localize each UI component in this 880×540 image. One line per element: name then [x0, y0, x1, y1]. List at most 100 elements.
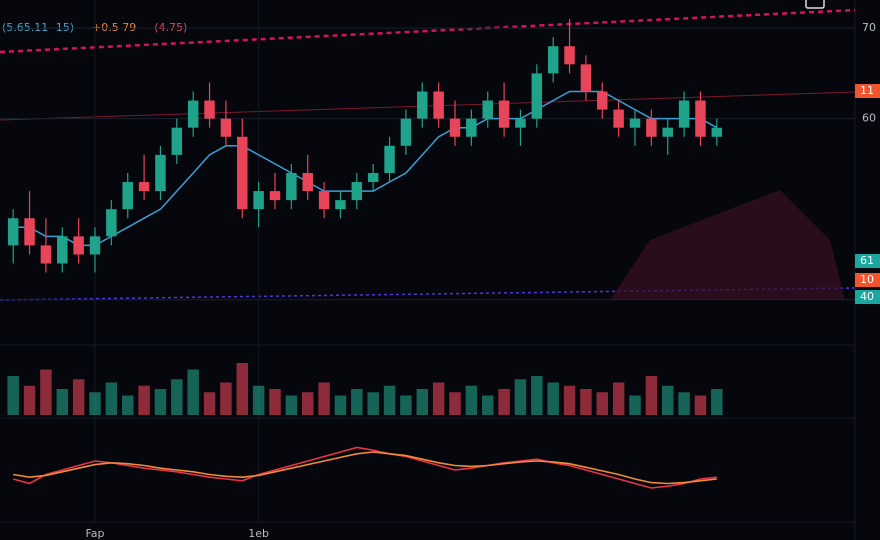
candle-body: [367, 172, 379, 183]
candle-body: [662, 127, 673, 137]
volume-bar: [105, 382, 118, 415]
volume-bar: [220, 382, 232, 415]
candle-body: [678, 100, 690, 128]
volume-bar: [531, 376, 543, 415]
candle-body: [597, 91, 608, 110]
volume-bar: [56, 389, 68, 415]
y-tick-label: 60: [862, 112, 876, 125]
volume-bar: [383, 385, 396, 415]
candle-body: [106, 209, 117, 237]
cloud-area: [610, 190, 845, 300]
volume-bar: [7, 376, 19, 415]
candle-body: [286, 172, 297, 201]
y-tick-label: 70: [862, 21, 876, 34]
volume-bar: [678, 392, 690, 415]
candle-body: [417, 91, 428, 119]
volume-bar: [252, 385, 265, 415]
window-button: [805, 0, 825, 9]
candle-body: [187, 100, 199, 128]
candle-body: [629, 118, 641, 128]
trend-line: [0, 287, 856, 301]
volume-bar: [138, 385, 150, 415]
candle-body: [547, 46, 559, 74]
candle-body: [515, 118, 526, 128]
candle-body: [122, 182, 133, 210]
candle-body: [318, 191, 330, 210]
volume-bar: [154, 389, 167, 415]
volume-bar: [351, 389, 363, 415]
volume-bar: [514, 379, 527, 415]
volume-bar: [400, 395, 412, 415]
volume-bar: [711, 389, 723, 415]
trend-line: [0, 8, 856, 54]
volume-bar: [416, 389, 428, 415]
volume-bar: [122, 395, 134, 415]
volume-bar: [596, 392, 608, 415]
price-badge-label: 40: [860, 290, 874, 303]
candle-body: [204, 100, 215, 119]
volume-bar: [645, 376, 658, 415]
candle-body: [89, 236, 101, 255]
candle-body: [171, 127, 183, 155]
x-tick-label: 1eb: [248, 527, 269, 540]
volume-bar: [547, 382, 559, 415]
volume-bar: [694, 395, 707, 415]
volume-bar: [563, 385, 576, 415]
candle-body: [564, 46, 575, 65]
candle-body: [335, 200, 346, 210]
price-badge-label: 11: [860, 84, 874, 97]
volume-bar: [367, 392, 379, 415]
volume-bar: [187, 369, 199, 415]
candle-body: [302, 172, 313, 192]
volume-bar: [72, 379, 85, 415]
volume-bar: [236, 363, 248, 415]
candle-body: [24, 218, 35, 246]
candle-body: [613, 109, 624, 128]
volume-bar: [334, 395, 347, 415]
candle-body: [711, 127, 723, 137]
volume-bar: [498, 389, 510, 415]
volume-bar: [318, 382, 330, 415]
price-badge-label: 61: [860, 254, 874, 267]
volume-bar: [465, 385, 478, 415]
candle-body: [449, 118, 461, 137]
candle-body: [580, 64, 592, 92]
header-text: (5.65.11 -15): [2, 21, 74, 34]
candle-body: [155, 154, 166, 192]
candle-body: [384, 145, 395, 173]
volume-bar: [269, 389, 281, 415]
candle-body: [40, 245, 52, 264]
volume-bar: [40, 369, 52, 415]
candle-body: [7, 218, 19, 246]
candle-body: [433, 91, 444, 119]
candle-body: [138, 182, 150, 192]
candle-body: [269, 191, 281, 201]
header-text: (4.75): [154, 21, 187, 34]
price-badge: [855, 290, 880, 304]
volume-bar: [629, 395, 641, 415]
volume-bar: [89, 392, 101, 415]
candle-body: [220, 118, 232, 137]
candle-body: [237, 136, 248, 210]
candle-body: [400, 118, 412, 146]
price-badge: [855, 84, 880, 98]
candle-body: [646, 118, 657, 137]
x-tick-label: Fap: [85, 527, 104, 540]
volume-bar: [432, 382, 445, 415]
volume-bar: [203, 392, 216, 415]
volume-bar: [580, 389, 592, 415]
price-badge: [855, 273, 880, 287]
oscillator-line: [12, 446, 717, 489]
price-badge-label: 10: [860, 273, 874, 286]
volume-bar: [285, 395, 298, 415]
candle-body: [498, 100, 510, 128]
candle-body: [253, 191, 264, 210]
price-badge: [855, 254, 880, 268]
volume-bar: [612, 382, 625, 415]
volume-bar: [302, 392, 314, 415]
candle-body: [695, 100, 706, 137]
volume-bar: [662, 385, 674, 415]
candle-body: [466, 118, 477, 137]
candle-body: [73, 236, 84, 255]
